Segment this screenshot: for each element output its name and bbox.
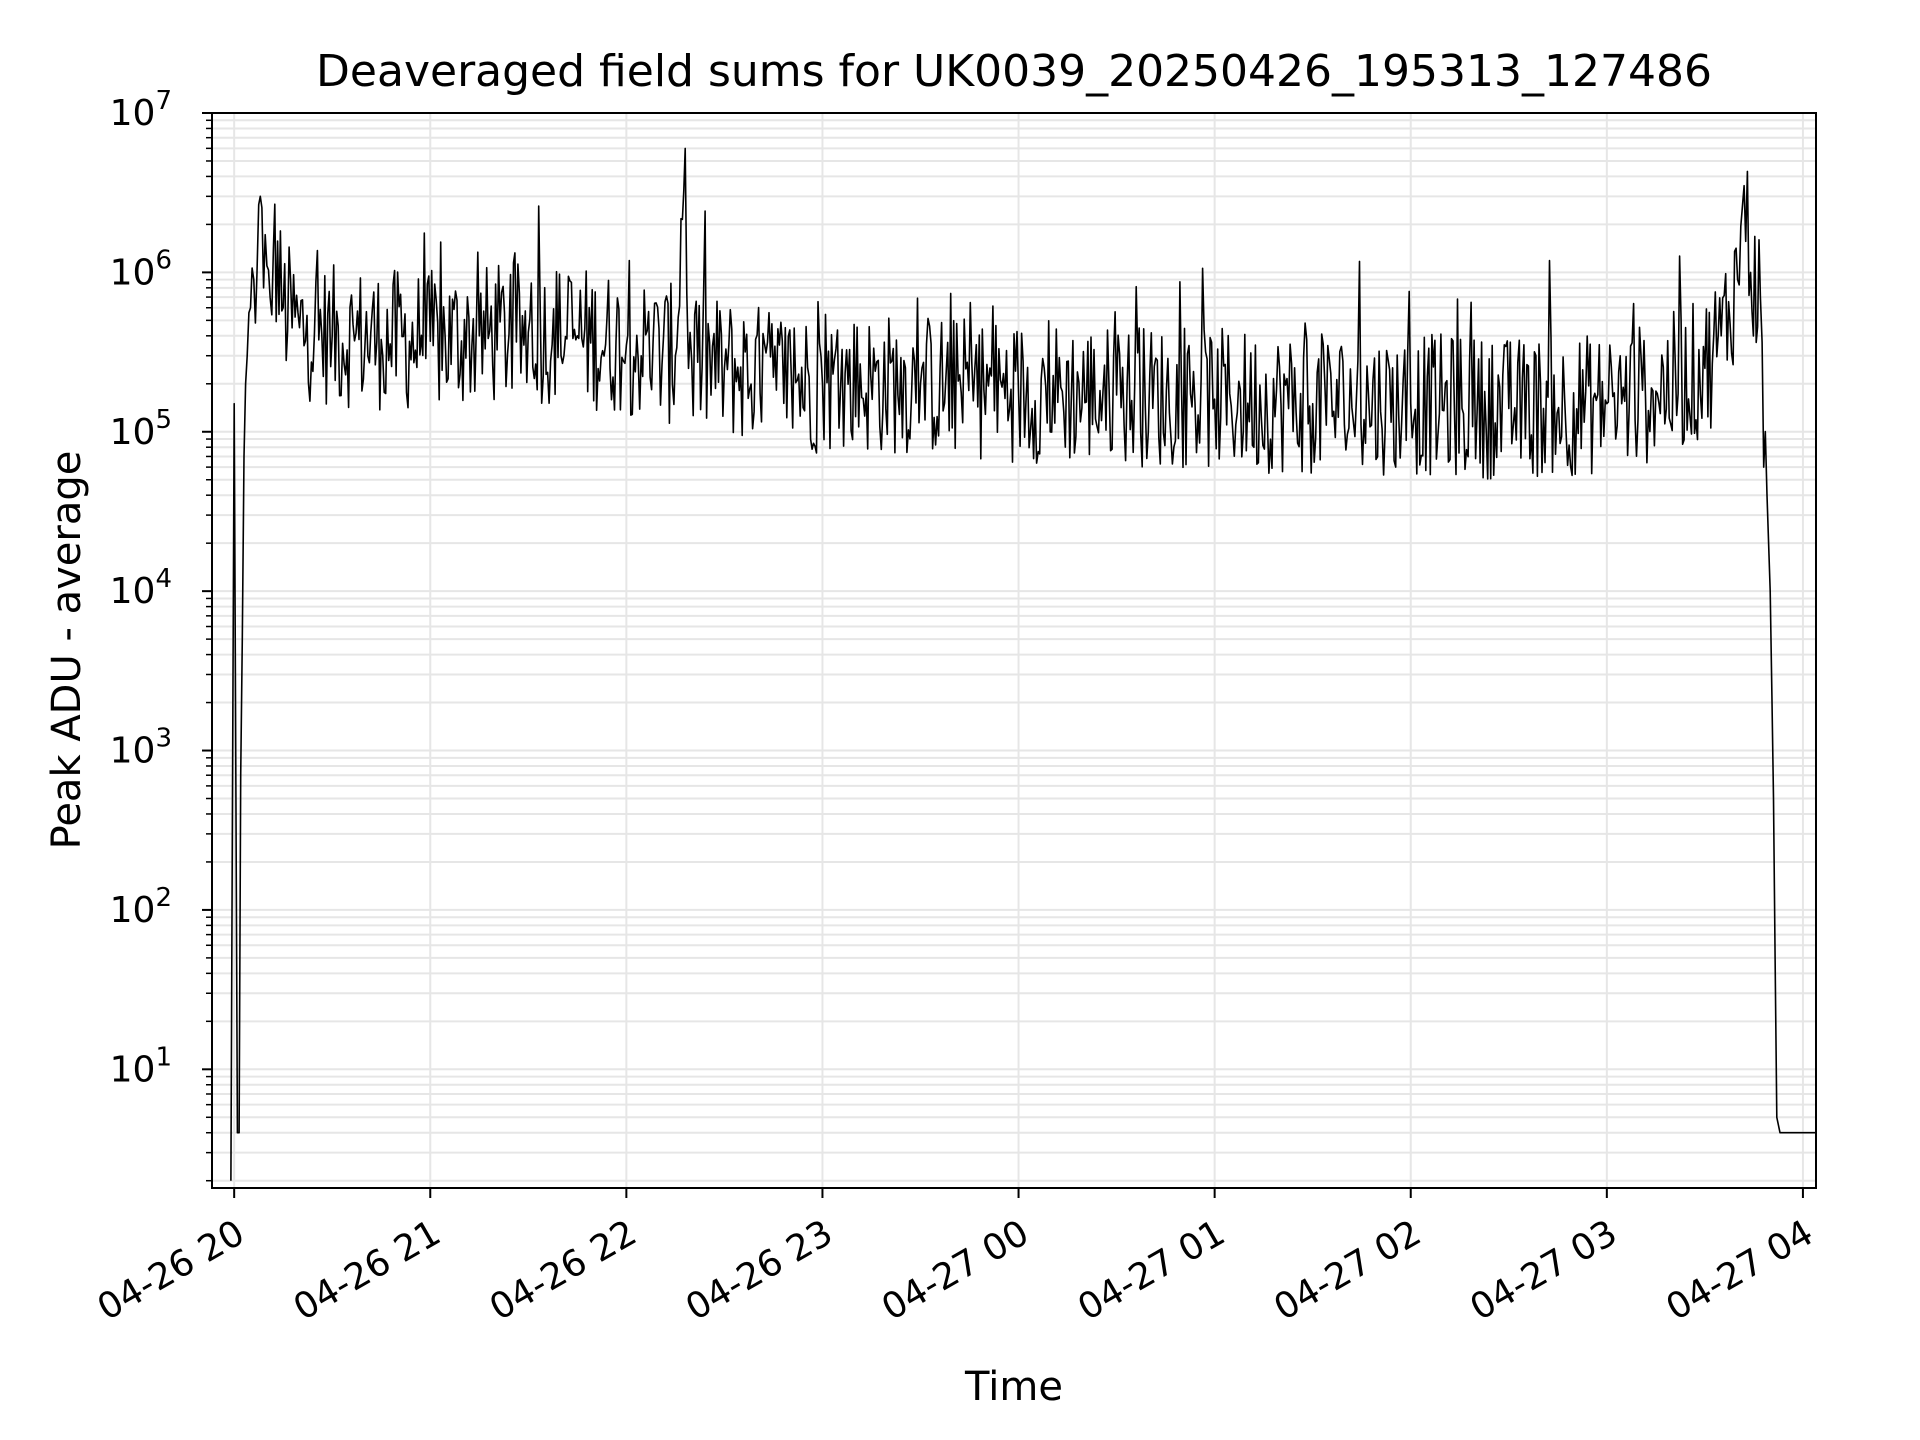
y-tick-label: 105 (110, 405, 172, 453)
chart-title: Deaveraged field sums for UK0039_2025042… (316, 46, 1712, 97)
y-axis-label: Peak ADU - average (44, 451, 90, 850)
series-line (230, 147, 1816, 1181)
y-axis-ticks: 101 102 103 104 105 106 107 (110, 86, 212, 1182)
y-tick-label: 104 (110, 564, 172, 612)
y-tick-label: 101 (110, 1042, 172, 1090)
y-tick-label: 102 (110, 883, 172, 931)
y-tick-label: 103 (110, 724, 172, 772)
y-tick-label: 106 (110, 245, 172, 293)
series-line-group (230, 147, 1816, 1181)
plot-frame (211, 112, 1817, 1189)
y-tick-label: 107 (110, 86, 172, 134)
x-axis-label: Time (964, 1364, 1063, 1410)
